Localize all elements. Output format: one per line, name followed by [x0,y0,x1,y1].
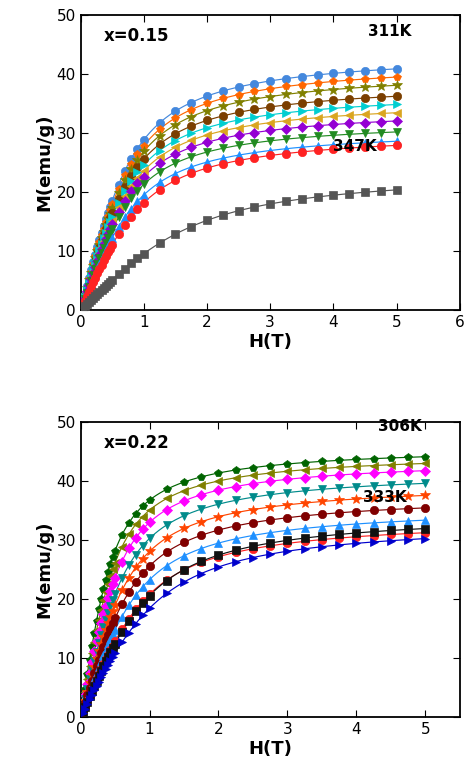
Text: x=0.22: x=0.22 [103,434,169,452]
Text: 311K: 311K [368,24,411,39]
Y-axis label: M(emu/g): M(emu/g) [36,114,54,211]
Text: 347K: 347K [333,139,377,154]
Y-axis label: M(emu/g): M(emu/g) [36,521,54,619]
Text: 306K: 306K [378,419,422,434]
Text: x=0.15: x=0.15 [103,27,169,45]
X-axis label: H(T): H(T) [248,740,292,758]
Text: 333K: 333K [363,490,407,505]
X-axis label: H(T): H(T) [248,333,292,351]
